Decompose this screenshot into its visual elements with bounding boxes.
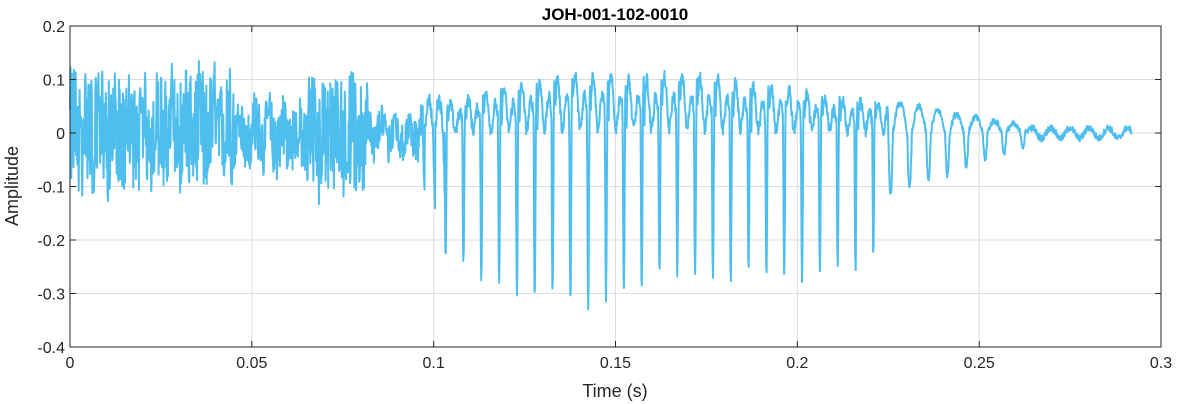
x-tick-label: 0.1 [423, 355, 445, 372]
y-tick-label: -0.4 [37, 340, 65, 357]
y-tick-label: 0 [56, 126, 65, 143]
tick-marks [69, 25, 1162, 348]
y-tick-labels: -0.4 -0.3 -0.2 -0.1 0 0.1 0.2 [37, 19, 65, 357]
y-tick-label: 0.1 [43, 73, 65, 90]
y-tick-label: -0.1 [37, 180, 65, 197]
x-tick-label: 0 [66, 355, 75, 372]
waveform-line [69, 60, 1133, 311]
chart-title: JOH-001-102-0010 [542, 5, 688, 24]
x-tick-labels: 0 0.05 0.1 0.15 0.2 0.25 0.3 [66, 355, 1173, 372]
x-tick-label: 0.25 [964, 355, 995, 372]
y-tick-label: -0.3 [37, 287, 65, 304]
y-axis-label: Amplitude [2, 146, 22, 226]
x-tick-label: 0.3 [1150, 355, 1172, 372]
y-tick-label: -0.2 [37, 233, 65, 250]
x-axis-label: Time (s) [582, 381, 647, 401]
x-tick-label: 0.2 [786, 355, 808, 372]
x-tick-label: 0.15 [600, 355, 631, 372]
x-tick-label: 0.05 [236, 355, 267, 372]
y-tick-label: 0.2 [43, 19, 65, 36]
waveform-series [69, 60, 1133, 311]
